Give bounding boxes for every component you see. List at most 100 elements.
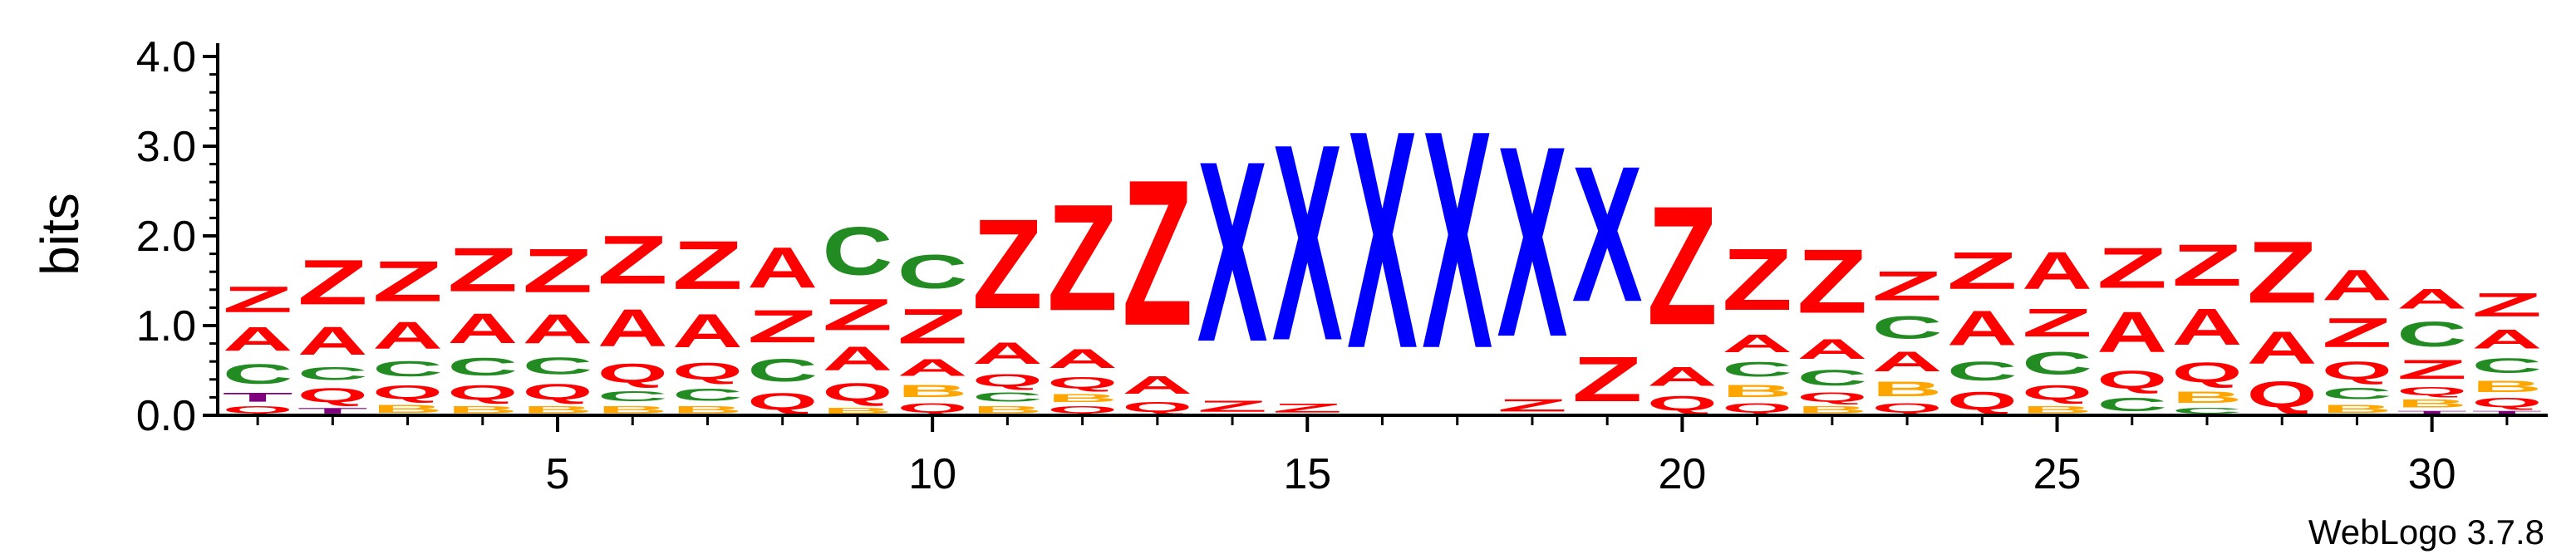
logo-letter-Q: Q: [823, 377, 893, 406]
logo-letter-Q: Q: [747, 389, 818, 415]
logo-letter-Q: Q: [2247, 374, 2318, 415]
logo-letter-B: B: [447, 404, 518, 415]
logo-letter-Q: Q: [372, 381, 443, 403]
logo-letter-A: A: [972, 336, 1043, 370]
logo-letter-C: C: [2022, 346, 2092, 381]
watermark-label: WebLogo 3.7.8: [2308, 512, 2544, 552]
logo-letter-A: A: [2471, 324, 2542, 355]
logo-letter-C: C: [2172, 406, 2243, 415]
logo-letter-A: A: [897, 355, 968, 381]
logo-letter-B: B: [1722, 381, 1792, 401]
logo-letter-A: A: [2397, 283, 2467, 315]
logo-letter-A: A: [1047, 344, 1118, 375]
logo-letter-A: A: [672, 304, 743, 358]
position-stack-13: QAZ: [1122, 136, 1192, 415]
logo-letter-C: C: [747, 352, 818, 388]
logo-letter-X: X: [1197, 108, 1268, 396]
logo-letter-X: X: [1347, 66, 1418, 414]
logo-letter-B: B: [823, 406, 893, 415]
logo-letter-A: A: [2097, 301, 2167, 365]
logo-letter-B: B: [672, 404, 743, 415]
logo-letter-Q: Q: [1872, 401, 1943, 415]
logo-letter-B: B: [2322, 403, 2392, 415]
logo-letter-Z: Z: [1047, 174, 1118, 343]
logo-letter-Z: Z: [1872, 263, 1943, 310]
x-tick-label: 10: [908, 450, 956, 498]
logo-letter-A: A: [1647, 361, 1718, 392]
logo-letter-A: A: [223, 320, 293, 358]
logo-letter-Z: Z: [1122, 136, 1192, 369]
logo-letter-A: A: [2022, 241, 2092, 300]
logo-letter-A: A: [597, 299, 668, 358]
position-stack-28: QAZ: [2247, 223, 2318, 415]
logo-letter-Z: Z: [2397, 355, 2467, 385]
logo-letter-C: C: [1872, 309, 1943, 345]
logo-stacks: QTCAZTQCAZBQCAZBQCAZBQCAZBCQAZBCQAZQCZAB…: [223, 66, 2543, 415]
y-tick-label: 2.0: [136, 213, 196, 261]
logo-letter-A: A: [2172, 298, 2243, 355]
logo-letter-X: X: [1272, 86, 1343, 400]
logo-letter-Z: Z: [1272, 401, 1343, 415]
logo-letter-C: C: [897, 244, 968, 298]
logo-letter-Q: Q: [1047, 404, 1118, 415]
logo-letter-Z: Z: [2097, 236, 2167, 300]
logo-letter-Z: Z: [1197, 397, 1268, 415]
logo-letter-Z: Z: [1647, 172, 1718, 361]
position-stack-14: ZX: [1197, 108, 1268, 415]
position-stack-18: ZX: [1497, 89, 1568, 415]
x-tick-label: 20: [1658, 450, 1706, 498]
logo-letter-B: B: [2022, 404, 2092, 415]
logo-letter-Z: Z: [1947, 241, 2018, 300]
logo-letter-C: C: [2471, 354, 2542, 377]
logo-letter-C: C: [2097, 394, 2167, 415]
logo-letter-A: A: [372, 314, 443, 357]
logo-letter-Z: Z: [1722, 231, 1792, 329]
logo-letter-B: B: [523, 404, 593, 415]
logo-letter-Z: Z: [523, 236, 593, 306]
logo-letter-Q: Q: [2471, 395, 2542, 409]
logo-letter-Z: Z: [2471, 286, 2542, 324]
position-stack-19: ZX: [1572, 125, 1643, 414]
logo-letter-Q: Q: [1647, 392, 1718, 415]
logo-letter-Q: Q: [523, 380, 593, 404]
logo-letter-X: X: [1572, 125, 1643, 342]
logo-letter-B: B: [597, 404, 668, 415]
logo-letter-Z: Z: [1497, 395, 1568, 415]
y-tick-label: 0.0: [136, 392, 196, 440]
logo-letter-A: A: [447, 305, 518, 352]
logo-letter-Q: Q: [2322, 355, 2392, 385]
logo-letter-C: C: [597, 389, 668, 404]
logo-letter-Q: Q: [1947, 386, 2018, 415]
logo-letter-Q: Q: [447, 381, 518, 404]
logo-letter-A: A: [1122, 370, 1192, 400]
logo-letter-B: B: [972, 404, 1043, 415]
logo-letter-Q: Q: [1722, 401, 1792, 415]
logo-letter-C: C: [2322, 385, 2392, 403]
x-tick-label: 5: [546, 450, 570, 498]
logo-letter-Q: Q: [2397, 385, 2467, 397]
logo-letter-C: C: [1947, 356, 2018, 387]
logo-letter-A: A: [1947, 301, 2018, 356]
logo-letter-B: B: [2471, 378, 2542, 396]
logo-letter-B: B: [1047, 392, 1118, 404]
logo-letter-C: C: [523, 353, 593, 380]
y-tick-label: 4.0: [136, 33, 196, 81]
logo-letter-A: A: [747, 237, 818, 301]
logo-letter-Z: Z: [972, 193, 1043, 336]
logo-letter-B: B: [1872, 377, 1943, 400]
logo-letter-Z: Z: [2247, 223, 2318, 321]
logo-letter-Z: Z: [372, 250, 443, 314]
y-tick-label: 3.0: [136, 123, 196, 171]
